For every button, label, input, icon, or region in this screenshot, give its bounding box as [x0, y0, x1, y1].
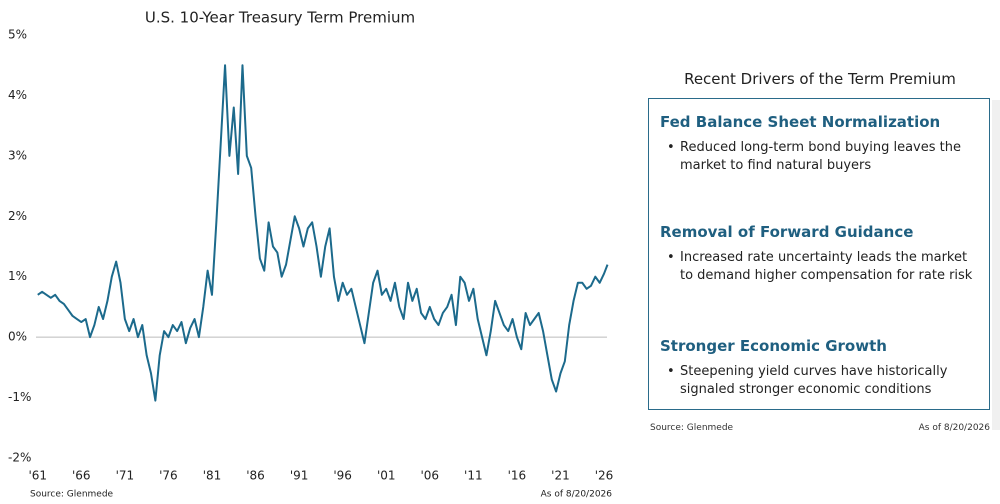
driver-text: Steepening yield curves have historicall…: [667, 363, 979, 399]
y-tick-label: 4%: [8, 88, 27, 102]
y-tick-label: 2%: [8, 209, 27, 223]
y-tick-label: -1%: [8, 390, 31, 404]
x-tick-label: '11: [464, 469, 483, 483]
driver-text: Increased rate uncertainty leads the mar…: [667, 249, 979, 285]
driver: Stronger Economic Growth Steepening yield…: [660, 337, 979, 399]
y-tick-label: 3%: [8, 148, 27, 162]
x-tick-label: '96: [333, 469, 352, 483]
panel-shade: [992, 100, 1000, 430]
x-tick-label: '91: [290, 469, 309, 483]
drivers-box: Fed Balance Sheet Normalization Reduced l…: [648, 98, 990, 410]
x-tick-label: '66: [72, 469, 91, 483]
as-of: As of 8/20/2026: [541, 490, 613, 500]
driver-text: Reduced long-term bond buying leaves the…: [667, 139, 979, 175]
x-tick-label: '16: [508, 469, 527, 483]
term-premium-line: [37, 64, 609, 402]
x-tick-label: '21: [551, 469, 570, 483]
y-tick-label: 5%: [8, 28, 27, 42]
y-tick-label: -2%: [8, 451, 31, 465]
panel-source: Source: Glenmede: [650, 423, 734, 433]
y-tick-label: 0%: [8, 330, 27, 344]
driver-heading: Stronger Economic Growth: [660, 337, 887, 355]
x-tick-label: '26: [595, 469, 614, 483]
y-tick-label: 1%: [8, 269, 27, 283]
x-tick-label: '76: [159, 469, 178, 483]
x-tick-label: '81: [203, 469, 222, 483]
driver-heading: Fed Balance Sheet Normalization: [660, 113, 941, 131]
panel-as-of: As of 8/20/2026: [918, 423, 990, 433]
source: Source: Glenmede: [30, 490, 114, 500]
driver-heading: Removal of Forward Guidance: [660, 223, 914, 241]
x-tick-label: '06: [420, 469, 439, 483]
panel-title: Recent Drivers of the Term Premium: [684, 70, 956, 88]
x-tick-label: '61: [28, 469, 47, 483]
driver: Removal of Forward Guidance Increased rat…: [660, 223, 979, 285]
chart: U.S. 10-Year Treasury Term Premium Sourc…: [8, 9, 614, 500]
x-tick-label: '01: [377, 469, 396, 483]
x-tick-label: '71: [116, 469, 135, 483]
chart-title: U.S. 10-Year Treasury Term Premium: [145, 9, 415, 27]
driver: Fed Balance Sheet Normalization Reduced l…: [660, 113, 979, 175]
x-tick-label: '86: [246, 469, 265, 483]
